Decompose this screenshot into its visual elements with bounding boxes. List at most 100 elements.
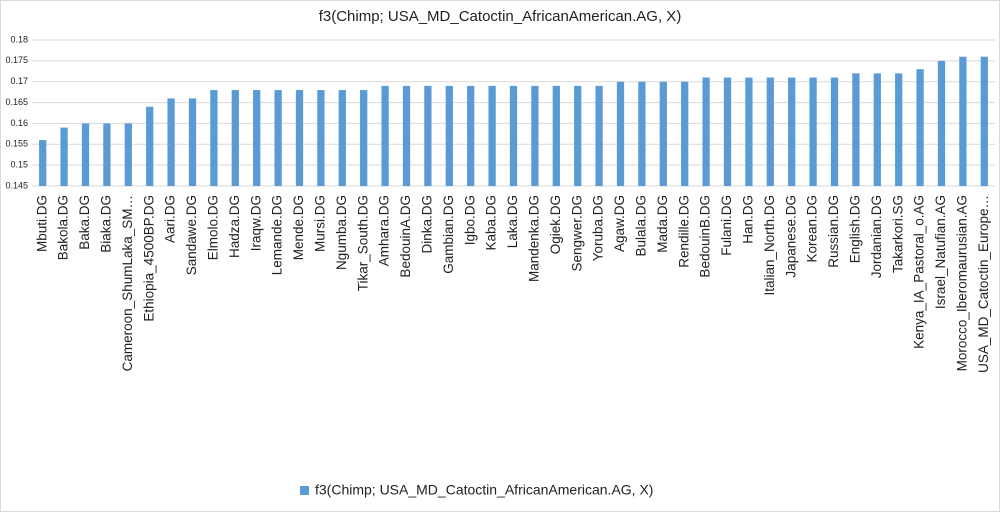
- bar: [531, 85, 539, 186]
- bar: [616, 81, 625, 186]
- x-tick-label: Ogiek.DG: [548, 195, 563, 254]
- x-tick-label: Yoruba.DG: [591, 195, 606, 261]
- x-tick-label: Italian_North.DG: [762, 195, 777, 296]
- bar: [253, 90, 261, 186]
- bar: [509, 85, 518, 186]
- x-tick-label: Han.DG: [740, 195, 755, 244]
- bar: [830, 77, 839, 186]
- x-tick-label: Lemande.DG: [270, 195, 285, 275]
- bar: [980, 56, 988, 186]
- x-tick-label: Mende.DG: [291, 195, 306, 260]
- x-tick-label: Cameroon_ShumLaka_SM…: [120, 195, 135, 371]
- x-tick-label: BedouinA.DG: [398, 195, 413, 278]
- bar: [788, 77, 796, 186]
- x-tick-label: Sandawe.DG: [184, 195, 199, 275]
- x-tick-label: Biaka.DG: [98, 195, 113, 253]
- x-tick-label: Korean.DG: [805, 195, 820, 263]
- bar: [146, 106, 154, 186]
- y-tick-label: 0.175: [5, 55, 28, 65]
- y-tick-label: 0.15: [10, 160, 28, 170]
- bar: [124, 123, 132, 186]
- x-tick-label: Mandenka.DG: [526, 195, 541, 282]
- bar: [210, 90, 218, 186]
- bar: [338, 90, 346, 186]
- bar: [959, 56, 967, 186]
- y-tick-label: 0.165: [5, 97, 28, 107]
- bar: [381, 85, 389, 186]
- x-tick-label: Amhara.DG: [377, 195, 392, 266]
- x-tick-label: Gambian.DG: [441, 195, 456, 274]
- x-tick-label: Iraqw.DG: [248, 195, 263, 251]
- x-tick-label: Rendille.DG: [676, 195, 691, 268]
- bar: [188, 98, 197, 186]
- legend-label: f3(Chimp; USA_MD_Catoctin_AfricanAmerica…: [315, 482, 653, 498]
- bar: [766, 77, 774, 186]
- x-tick-label: Elmolo.DG: [205, 195, 220, 260]
- x-tick-label: Fulani.DG: [719, 195, 734, 256]
- bar: [809, 77, 817, 186]
- bar: [595, 85, 603, 186]
- bar: [937, 60, 946, 186]
- bar: [659, 81, 667, 186]
- bar: [360, 90, 368, 186]
- bar: [445, 85, 453, 186]
- x-tick-label: Kenya_IA_Pastoral_o.AG: [912, 195, 927, 349]
- bar: [488, 85, 496, 186]
- bar: [552, 85, 560, 186]
- x-tick-label: Tikar_South.DG: [355, 195, 370, 291]
- x-tick-label: Bakola.DG: [56, 195, 71, 260]
- x-tick-label: Mursi.DG: [312, 195, 327, 252]
- x-tick-label: Israel_Natufian.AG: [933, 195, 948, 309]
- bar: [39, 140, 47, 186]
- y-tick-label: 0.16: [10, 118, 28, 128]
- x-tick-label: Jordanian.DG: [869, 195, 884, 278]
- x-tick-label: Mbuti.DG: [34, 195, 49, 252]
- bar: [424, 85, 432, 186]
- x-tick-label: Russian.DG: [826, 195, 841, 268]
- bar: [723, 77, 732, 186]
- legend-swatch: [300, 486, 309, 495]
- chart-title: f3(Chimp; USA_MD_Catoctin_AfricanAmerica…: [319, 8, 682, 25]
- x-tick-label: Morocco_Iberomaurusian.AG: [954, 195, 969, 371]
- x-tick-label: Kaba.DG: [484, 195, 499, 251]
- y-tick-label: 0.145: [5, 180, 28, 190]
- x-tick-label: Agaw.DG: [612, 195, 627, 252]
- bar: [60, 127, 68, 186]
- bar: [295, 90, 304, 186]
- x-tick-label: Sengwer.DG: [569, 195, 584, 272]
- y-tick-label: 0.17: [10, 76, 28, 86]
- bar: [81, 123, 90, 186]
- bar: [895, 73, 903, 186]
- x-tick-label: Aari.DG: [163, 195, 178, 243]
- x-tick-label: Igbo.DG: [462, 195, 477, 245]
- x-tick-label: Hadza.DG: [227, 195, 242, 258]
- bar: [231, 90, 239, 186]
- x-tick-label: Baka.DG: [77, 195, 92, 250]
- x-tick-label: Ethiopia_4500BP.DG: [141, 195, 156, 322]
- bar: [873, 73, 881, 186]
- x-tick-label: Takarkori.SG: [890, 195, 905, 273]
- bar: [467, 85, 475, 186]
- bar: [274, 90, 282, 186]
- x-tick-label: Japanese.DG: [783, 195, 798, 278]
- x-tick-label: USA_MD_Catoctin_Europe…: [976, 195, 991, 373]
- x-tick-label: Bulala.DG: [633, 195, 648, 257]
- x-tick-label: Dinka.DG: [419, 195, 434, 254]
- x-tick-label: Ngumba.DG: [334, 195, 349, 270]
- y-tick-label: 0.18: [10, 34, 28, 44]
- bar: [402, 85, 411, 186]
- bar: [317, 90, 325, 186]
- bar: [167, 98, 175, 186]
- x-tick-label: English.DG: [847, 195, 862, 263]
- bar: [103, 123, 111, 186]
- bar: [702, 77, 710, 186]
- bar: [916, 69, 924, 186]
- bar: [745, 77, 753, 186]
- x-tick-label: BedouinB.DG: [698, 195, 713, 278]
- bar: [638, 81, 646, 186]
- bar: [852, 73, 860, 186]
- y-tick-label: 0.155: [5, 139, 28, 149]
- x-tick-label: Mada.DG: [655, 195, 670, 253]
- bar: [681, 81, 689, 186]
